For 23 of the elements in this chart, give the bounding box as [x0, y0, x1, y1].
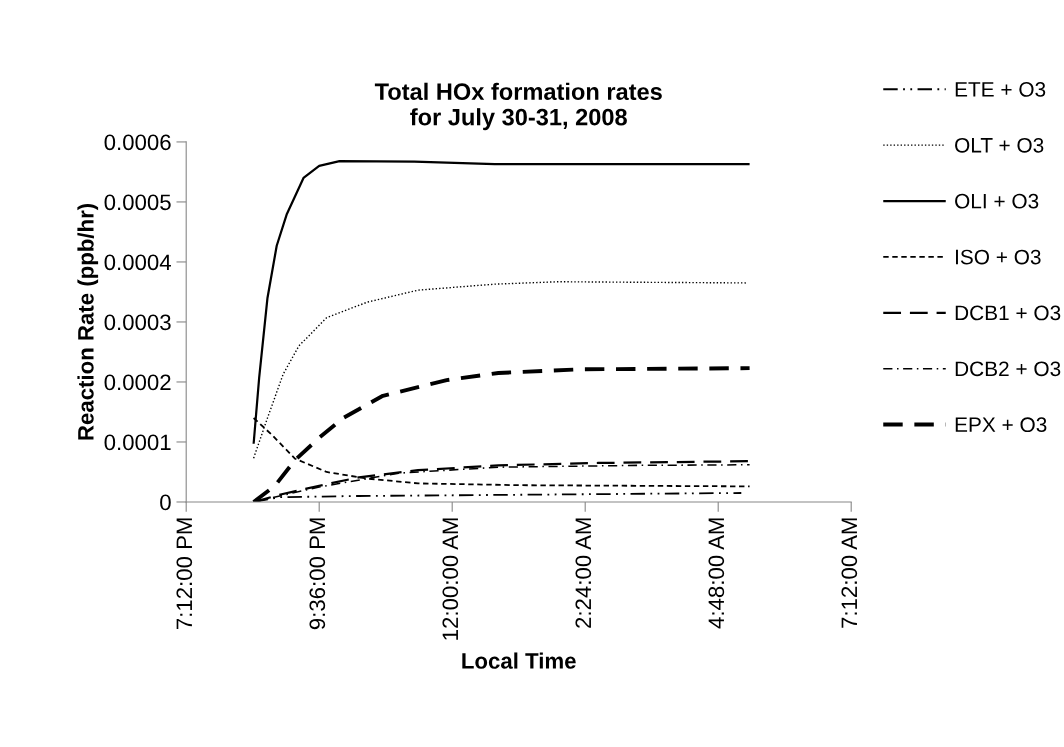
legend-label: EPX + O3 [955, 417, 1047, 433]
legend-label: OLT + O3 [955, 137, 1044, 153]
y-tick-label: 0.0006 [104, 134, 171, 151]
y-axis-title: Reaction Rate (ppb/hr) [77, 203, 99, 440]
legend-label: DCB2 + O3 [955, 361, 1061, 377]
y-tick-label: 0.0003 [104, 314, 171, 331]
legend-label: OLI + O3 [955, 193, 1039, 209]
x-tick-label: 12:00:00 AM [442, 518, 459, 640]
y-tick-label: 0.0004 [104, 254, 171, 271]
y-tick-label: 0.0005 [104, 194, 171, 211]
y-tick-label: 0 [160, 494, 171, 511]
chart-title: Total HOx formation rates for July 30-31, 2008 [374, 82, 662, 131]
y-tick-label: 0.0002 [104, 374, 171, 391]
legend-label: ISO + O3 [956, 249, 1041, 265]
legend-label: ETE + O3 [955, 82, 1046, 97]
legend-label: DCB1 + O3 [955, 305, 1061, 321]
x-tick-label: 2:24:00 AM [575, 518, 592, 628]
x-tick-label: 4:48:00 AM [708, 518, 725, 629]
x-tick-label: 7:12:00 AM [841, 518, 858, 628]
x-axis-title: Local Time [462, 652, 576, 669]
y-tick-label: 0.0001 [104, 434, 171, 451]
x-tick-label: 7:12:00 PM [176, 518, 193, 630]
x-tick-label: 9:36:00 PM [309, 518, 326, 630]
